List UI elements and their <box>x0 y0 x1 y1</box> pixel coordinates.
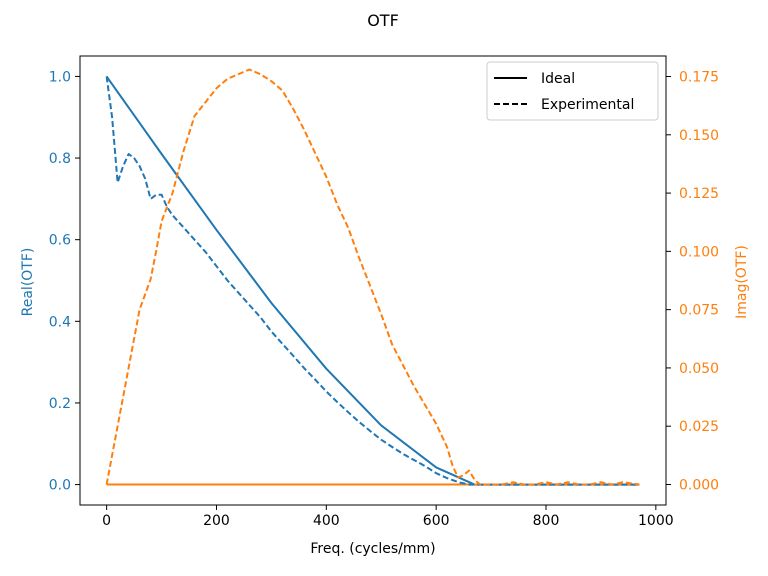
left-y-tick-label: 0.6 <box>49 233 71 249</box>
series-real-dashed-line <box>105 76 640 486</box>
right-y-axis-label: Imag(OTF) <box>734 245 750 319</box>
legend-experimental-label: Experimental <box>541 97 634 113</box>
left-y-tick-label: 1.0 <box>49 69 71 85</box>
right-y-tick-label: 0.075 <box>679 303 719 319</box>
plot-area <box>79 55 667 506</box>
left-y-tick-label: 0.0 <box>49 478 71 494</box>
right-y-tick-label: 0.025 <box>679 419 719 435</box>
series-real-solid-line <box>105 75 640 486</box>
x-tick-label: 800 <box>533 513 560 529</box>
legend: Ideal Experimental <box>486 61 659 121</box>
left-y-axis-label: Real(OTF) <box>20 248 36 317</box>
left-y-tick-label: 0.8 <box>49 151 71 167</box>
x-tick-label: 1000 <box>638 513 674 529</box>
legend-box <box>486 61 659 121</box>
right-y-axis: 0.000 0.025 0.050 0.075 0.100 0.125 0.150 0.175 <box>666 70 719 493</box>
legend-ideal-label: Ideal <box>541 71 575 87</box>
x-tick-label: 400 <box>313 513 340 529</box>
x-axis: 0 200 400 600 800 1000 <box>102 505 674 529</box>
chart-title: OTF <box>367 11 399 30</box>
right-y-tick-label: 0.125 <box>679 186 719 202</box>
x-tick-label: 600 <box>423 513 450 529</box>
x-tick-label: 200 <box>203 513 230 529</box>
right-y-tick-label: 0.175 <box>679 70 719 86</box>
right-y-tick-label: 0.000 <box>679 477 719 493</box>
x-tick-label: 0 <box>102 513 111 529</box>
right-y-tick-label: 0.050 <box>679 361 719 377</box>
left-y-tick-label: 0.2 <box>49 396 71 412</box>
right-y-tick-label: 0.100 <box>679 244 719 260</box>
left-y-tick-label: 0.4 <box>49 314 71 330</box>
plot-frame <box>79 55 667 506</box>
right-y-tick-label: 0.150 <box>679 128 719 144</box>
x-axis-label: Freq. (cycles/mm) <box>310 541 435 557</box>
left-y-axis: 0.0 0.2 0.4 0.6 0.8 1.0 <box>49 69 80 494</box>
series-imag-dashed-line <box>105 68 640 486</box>
